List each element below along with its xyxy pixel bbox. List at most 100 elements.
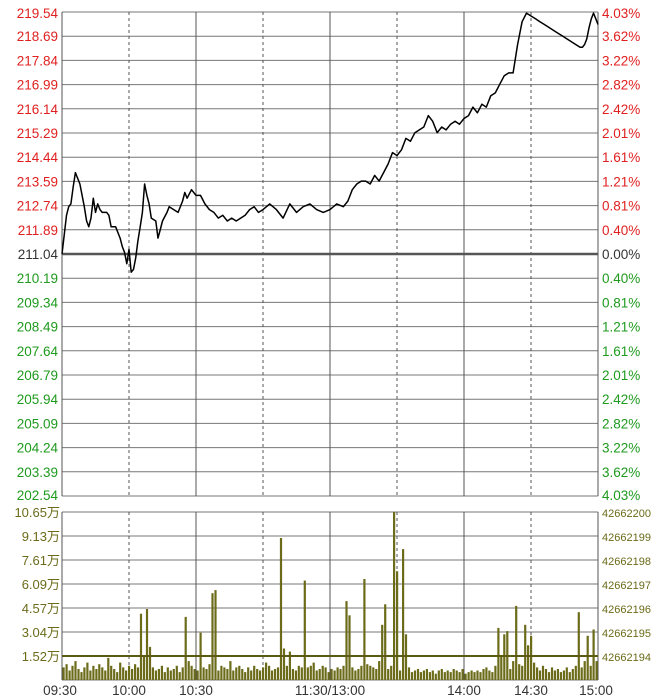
price-right-tick-label: 2.42% [602,392,640,407]
volume-bar [193,669,196,680]
time-tick-label: 09:30 [43,683,77,698]
volume-bar [136,667,140,680]
volume-bar [482,669,485,680]
volume-bar [217,670,220,680]
volume-bar [536,667,539,680]
volume-bar [422,670,425,680]
volume-bar [521,665,524,680]
volume-bar [107,657,110,680]
volume-bar [431,670,434,680]
volume-bar [160,665,163,680]
time-tick-label: 10:30 [179,683,213,698]
volume-bar [122,667,125,680]
volume-bar [571,669,574,680]
volume-bar [538,670,542,680]
volume-right-tick-label: 42662195 [602,628,651,640]
volume-bar [270,670,274,680]
volume-bar [336,667,339,680]
volume-bar [163,672,166,680]
volume-bar [479,672,482,680]
volume-bar [166,667,169,680]
volume-bar [151,667,154,680]
price-right-tick-label: 3.62% [602,29,640,44]
volume-bar [449,672,452,680]
volume-bar [360,665,363,680]
volume-bar [404,634,408,680]
volume-bar [530,635,533,680]
price-right-tick-label: 4.03% [602,6,640,21]
volume-bar [309,665,312,680]
volume-bar [339,669,342,680]
volume-bar [485,667,488,680]
volume-bar [324,667,327,680]
volume-right-tick-label: 42662200 [602,508,651,520]
price-left-tick-label: 210.19 [17,271,58,286]
volume-bar [533,662,536,680]
volume-bar [92,665,95,680]
volume-bar [515,605,518,680]
volume-bar [586,635,589,680]
price-left-tick-label: 204.24 [17,441,59,456]
volume-bar [235,667,238,680]
volume-bar [104,670,107,680]
volume-bar [139,613,143,680]
time-axis-labels: 09:30 10:00 10:30 11:30/13:00 14:00 14:30 15:0… [43,683,613,698]
volume-bar [544,669,548,680]
price-left-tick-label: 215.29 [17,126,58,141]
volume-bar [119,662,122,680]
volume-bar [321,665,324,680]
volume-bar [416,669,420,680]
volume-bar [232,670,235,680]
volume-bar [330,669,333,680]
volume-bar [354,670,357,680]
volume-bar [110,665,113,680]
volume-bar [134,664,137,680]
volume-bar [205,669,208,680]
volume-left-tick-label: 4.57万 [22,601,60,616]
volume-bar [443,672,446,680]
volume-bar [276,667,280,680]
price-right-tick-label: 0.81% [602,295,640,310]
price-right-tick-label: 0.81% [602,199,640,214]
volume-bar [169,670,172,680]
price-right-tick-label: 2.01% [602,368,640,383]
volume-bar [125,670,128,680]
volume-bar [74,661,77,680]
volume-bar [470,670,473,680]
volume-bar [77,669,80,680]
volume-bar [357,669,360,680]
price-right-axis-labels: 4.03% 3.62% 3.22% 2.82% 2.42% 2.01% 1.61% 1.21%… [602,6,640,503]
volume-bar [220,665,223,680]
volume-bar [434,673,437,680]
price-left-tick-label: 202.54 [17,488,59,503]
volume-bar [297,665,300,680]
price-left-tick-label: 211.89 [18,223,58,238]
volume-bar [145,609,149,680]
volume-bar [285,665,288,680]
volume-bar [68,670,71,680]
volume-bar [440,669,443,680]
volume-bar [556,669,559,680]
volume-panel-grid [61,511,599,681]
volume-left-tick-label: 7.61万 [22,553,60,568]
volume-bar [128,665,131,680]
price-left-tick-label: 203.39 [17,465,58,480]
volume-bar [268,665,271,680]
volume-bar [413,670,417,680]
volume-bar [553,670,556,680]
volume-right-axis-labels: 42662200 42662199 42662198 42662197 42662196… [602,508,651,664]
price-panel-line-group [61,12,599,273]
volume-bar [375,669,378,680]
time-tick-label: 11:30/13:00 [295,683,365,698]
volume-bar [238,665,241,680]
volume-bar [172,669,175,680]
price-right-tick-label: 1.61% [602,150,640,165]
volume-bar [497,627,500,680]
volume-bar [595,661,598,680]
volume-bar [208,664,211,680]
volume-left-tick-label: 3.04万 [22,625,60,640]
volume-bar [428,672,431,680]
volume-bar [306,667,309,680]
volume-bar [101,667,104,680]
volume-bar [366,664,369,680]
